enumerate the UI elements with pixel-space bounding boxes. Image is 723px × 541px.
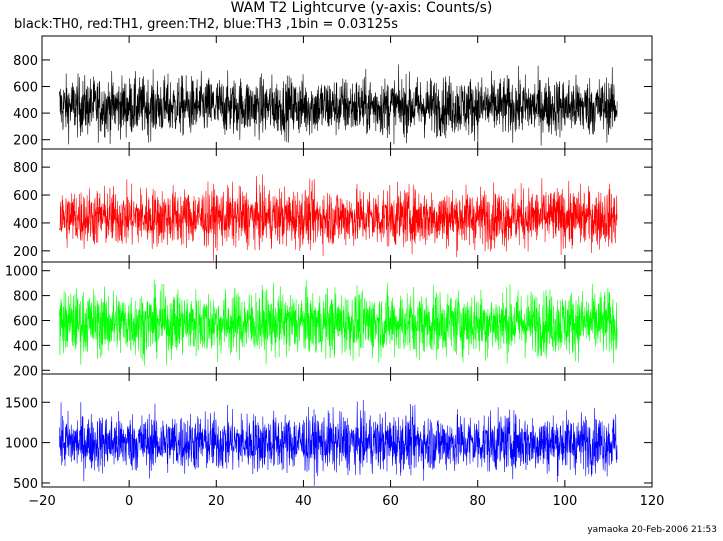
y-tick-label-th1: 800 — [13, 161, 38, 176]
y-tick-label-th1: 400 — [13, 217, 38, 232]
series-line-th0 — [59, 64, 618, 146]
y-tick-label-th2: 400 — [13, 339, 38, 354]
x-tick-label: 80 — [469, 494, 486, 509]
y-tick-label-th0: 200 — [13, 134, 38, 149]
y-tick-label-th3: 500 — [13, 477, 38, 492]
x-tick-label: 120 — [640, 494, 665, 509]
y-tick-label-th2: 600 — [13, 314, 38, 329]
y-tick-label-th2: 800 — [13, 290, 38, 305]
series-line-th3 — [59, 399, 618, 486]
footer-timestamp: yamaoka 20-Feb-2006 21:53 — [587, 525, 717, 535]
y-tick-label-th1: 200 — [13, 245, 38, 260]
chart-subtitle: black:TH0, red:TH1, green:TH2, blue:TH3 … — [14, 17, 399, 32]
x-tick-label: 100 — [552, 494, 577, 509]
chart-title: WAM T2 Lightcurve (y-axis: Counts/s) — [230, 0, 493, 16]
y-tick-label-th0: 800 — [13, 54, 38, 69]
series-line-th1 — [59, 174, 618, 261]
y-tick-label-th3: 1500 — [5, 396, 38, 411]
y-tick-label-th2: 1000 — [5, 265, 38, 280]
y-tick-label-th2: 200 — [13, 364, 38, 379]
x-tick-label: 20 — [208, 494, 225, 509]
x-tick-label: 60 — [382, 494, 399, 509]
y-tick-label-th0: 600 — [13, 81, 38, 96]
x-tick-label: 0 — [125, 494, 133, 509]
x-tick-label: −20 — [28, 494, 55, 509]
y-tick-label-th3: 1000 — [5, 437, 38, 452]
x-tick-label: 40 — [295, 494, 312, 509]
y-tick-label-th0: 400 — [13, 107, 38, 122]
y-tick-label-th1: 600 — [13, 189, 38, 204]
panel-frame-th3 — [41, 373, 653, 488]
series-line-th2 — [59, 279, 618, 366]
